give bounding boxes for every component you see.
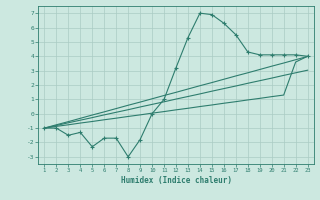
X-axis label: Humidex (Indice chaleur): Humidex (Indice chaleur) [121,176,231,185]
